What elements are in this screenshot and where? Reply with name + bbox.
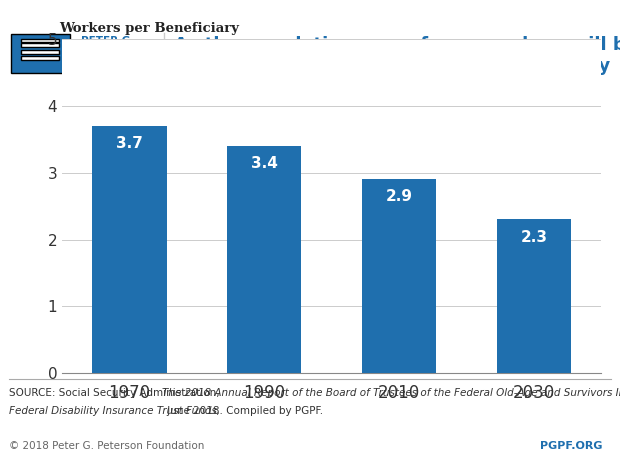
- Text: 3.4: 3.4: [251, 156, 278, 171]
- Bar: [497, 219, 571, 373]
- Text: 2.3: 2.3: [520, 229, 547, 245]
- Text: PETERSON: PETERSON: [81, 49, 143, 59]
- Bar: [362, 180, 436, 373]
- FancyBboxPatch shape: [21, 56, 60, 60]
- Text: Federal Disability Insurance Trust Funds,: Federal Disability Insurance Trust Funds…: [9, 406, 221, 416]
- Text: © 2018 Peter G. Peterson Foundation: © 2018 Peter G. Peterson Foundation: [9, 441, 205, 451]
- Bar: [227, 146, 301, 373]
- Bar: [92, 126, 167, 373]
- Text: PGPF.ORG: PGPF.ORG: [540, 441, 603, 451]
- Text: PETER G.: PETER G.: [81, 37, 135, 46]
- FancyBboxPatch shape: [21, 50, 60, 54]
- Text: 2.9: 2.9: [386, 190, 413, 204]
- Text: 3.7: 3.7: [116, 136, 143, 151]
- Text: As the population ages, fewer workers will be paying taxes: As the population ages, fewer workers wi…: [174, 37, 620, 55]
- FancyBboxPatch shape: [11, 34, 70, 73]
- FancyBboxPatch shape: [21, 43, 60, 47]
- Text: FOUNDATION: FOUNDATION: [81, 62, 145, 71]
- Text: to support each Social Security beneficiary: to support each Social Security benefici…: [174, 57, 610, 75]
- Text: SOURCE: Social Security Administration,: SOURCE: Social Security Administration,: [9, 388, 223, 398]
- FancyBboxPatch shape: [21, 38, 60, 43]
- Text: The 2018 Annual Report of the Board of Trustees of the Federal Old-Age and Survi: The 2018 Annual Report of the Board of T…: [162, 388, 620, 398]
- Text: June 2018. Compiled by PGPF.: June 2018. Compiled by PGPF.: [164, 406, 323, 416]
- Text: Workers per Beneficiary: Workers per Beneficiary: [59, 22, 239, 35]
